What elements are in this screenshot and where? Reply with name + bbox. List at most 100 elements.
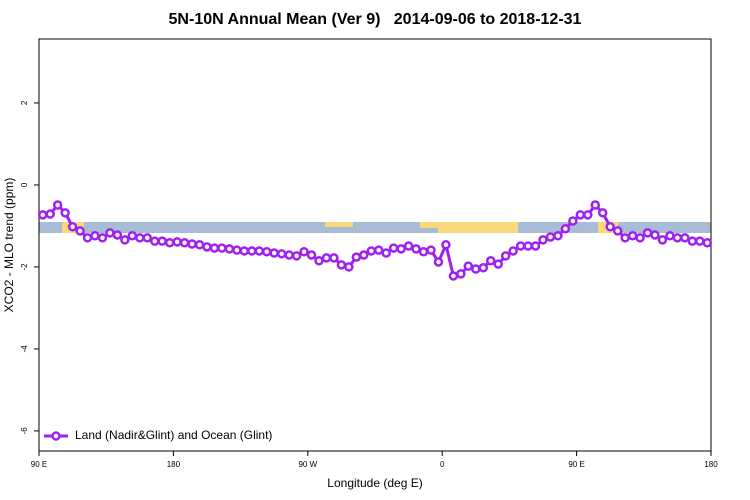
chart-title: 5N-10N Annual Mean (Ver 9) 2014-09-06 to…	[169, 11, 582, 28]
point	[209, 243, 220, 253]
point	[187, 239, 197, 249]
x-tick-label: 180	[167, 460, 181, 469]
point	[344, 262, 354, 272]
point	[291, 251, 302, 261]
point	[687, 236, 698, 246]
point	[612, 226, 623, 236]
point	[553, 231, 563, 241]
point	[179, 237, 190, 248]
point	[620, 233, 630, 243]
point	[269, 248, 279, 258]
point	[60, 208, 70, 218]
point	[164, 237, 175, 248]
point	[597, 208, 608, 218]
point	[67, 222, 78, 232]
plot-frame	[38, 38, 712, 452]
point	[635, 233, 645, 243]
point	[478, 263, 489, 273]
y-axis-label: XCO2 - MLO trend (ppm)	[2, 178, 16, 313]
point	[261, 247, 272, 257]
point	[456, 269, 466, 279]
point	[127, 231, 138, 241]
point	[202, 242, 212, 252]
point	[508, 246, 518, 256]
point	[336, 260, 347, 270]
point	[351, 252, 362, 262]
legend-marker	[51, 431, 61, 441]
point	[448, 271, 459, 281]
point	[485, 256, 496, 266]
point	[254, 246, 265, 256]
point	[247, 246, 257, 256]
point	[194, 240, 205, 250]
point	[276, 249, 287, 259]
point	[665, 231, 675, 241]
point	[560, 224, 571, 234]
point	[441, 240, 451, 250]
point	[575, 210, 586, 220]
point	[471, 264, 481, 274]
point	[82, 233, 93, 243]
point	[605, 222, 615, 232]
point	[403, 241, 414, 251]
point	[463, 261, 474, 271]
point	[75, 226, 85, 236]
point	[642, 228, 653, 238]
point	[217, 243, 227, 253]
y-tick-label: -4	[20, 345, 29, 353]
point	[381, 248, 391, 258]
x-tick-label: 0	[440, 460, 445, 469]
point	[90, 231, 100, 241]
point	[284, 250, 294, 260]
y-tick-label: -6	[20, 427, 29, 435]
point	[500, 251, 511, 261]
point	[657, 235, 668, 245]
point	[329, 253, 339, 263]
point	[142, 233, 153, 243]
point	[359, 250, 369, 260]
point	[650, 230, 660, 240]
point	[112, 230, 123, 240]
point	[523, 241, 533, 251]
point	[37, 210, 48, 220]
point	[583, 210, 593, 220]
y-tick-label: 0	[20, 182, 29, 187]
point	[97, 233, 108, 243]
point	[680, 233, 690, 243]
point	[545, 232, 556, 242]
point	[568, 216, 578, 226]
point	[388, 243, 399, 253]
point	[418, 247, 429, 257]
point	[105, 228, 115, 238]
point	[321, 253, 332, 263]
x-tick-label: 180	[704, 460, 718, 469]
point	[702, 237, 713, 248]
point	[411, 244, 421, 254]
point	[627, 231, 638, 241]
point	[538, 235, 548, 245]
point	[157, 236, 167, 246]
point	[52, 200, 63, 210]
y-tick-label: 2	[20, 100, 29, 105]
point	[396, 244, 406, 254]
point	[590, 200, 601, 210]
x-tick-label: 90 E	[568, 460, 584, 469]
point	[314, 256, 324, 266]
point	[149, 236, 160, 246]
point	[672, 233, 683, 243]
point	[120, 235, 130, 245]
point	[45, 209, 55, 219]
point	[239, 246, 250, 256]
point	[135, 233, 145, 243]
point	[224, 244, 235, 254]
point	[426, 245, 436, 255]
point	[515, 241, 526, 251]
point	[172, 237, 182, 247]
point	[493, 259, 503, 269]
point	[373, 245, 384, 255]
point	[232, 245, 242, 255]
x-tick-label: 90 W	[298, 460, 317, 469]
legend-label: Land (Nadir&Glint) and Ocean (Glint)	[75, 428, 272, 442]
point	[366, 246, 377, 256]
